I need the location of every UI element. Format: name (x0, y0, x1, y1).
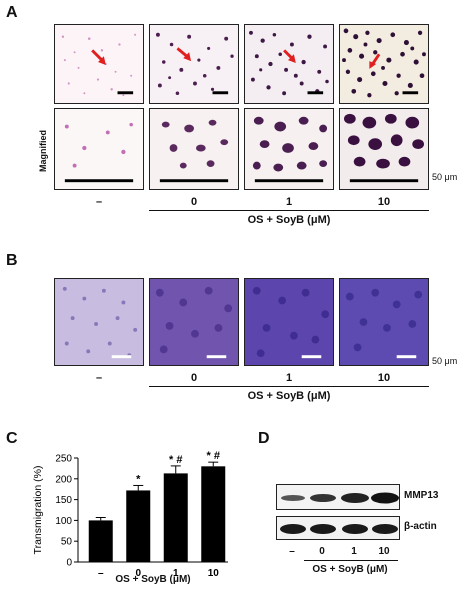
panel-d-condition-1: 1 (351, 546, 357, 557)
x-tick-label: 0 (135, 568, 141, 579)
panel-a-group-label: OS + SoyB (μM) (247, 214, 331, 226)
panel-d-letter: D (258, 430, 270, 447)
magnified-cells-graphic (64, 122, 134, 183)
transwell-membrane-graphic (245, 279, 333, 365)
panel-a-magnified-control (54, 108, 144, 190)
beta-actin-bands-graphic (280, 524, 398, 534)
beta-actin-label: β-actin (404, 521, 437, 532)
y-tick-label: 200 (55, 474, 72, 485)
panel-a-scale-label: 50 μm (432, 172, 458, 182)
mmp13-bands-graphic (281, 492, 399, 504)
transwell-membrane-graphic (340, 279, 428, 365)
bar (163, 473, 188, 562)
panel-a-magnified-1 (244, 108, 334, 190)
transmigration-bar-chart: 0 50 100 150 200 250 Transmigration (%) – 0 * 1 * #… (32, 450, 228, 579)
panel-d-condition-control: – (289, 546, 295, 557)
x-tick-label: 10 (208, 568, 220, 579)
panel-b-condition-control: – (95, 372, 103, 384)
bar (126, 490, 151, 562)
magnified-cells-graphic (159, 119, 229, 183)
panel-a-magnified-10 (339, 108, 429, 190)
panel-d-group-label: OS + SoyB (μM) (312, 564, 388, 575)
transwell-membrane-graphic (150, 279, 238, 365)
y-axis-label: Transmigration (%) (32, 466, 44, 555)
y-tick-label: 150 (55, 495, 72, 506)
bar (201, 466, 226, 562)
panel-a-magnified-0 (149, 108, 239, 190)
cells-graphic (155, 32, 234, 96)
panel-d-group-bracket (304, 560, 398, 561)
panel-b-condition-1: 1 (285, 372, 293, 384)
panel-b-group-bracket (149, 386, 429, 387)
panel-a-row-label: Magnified (36, 112, 50, 190)
bar (88, 520, 113, 562)
cells-graphic (249, 30, 329, 96)
y-tick-label: 100 (55, 516, 72, 527)
panel-a-condition-10: 10 (377, 196, 391, 208)
magnified-cells-graphic (344, 113, 424, 183)
panel-b-image-0 (149, 278, 239, 366)
panel-b-image-10 (339, 278, 429, 366)
y-tick-label: 50 (61, 537, 73, 548)
panel-c-group-label: OS + SoyB (μM) (115, 574, 191, 585)
transwell-membrane-graphic (55, 279, 143, 365)
panel-a-image-1 (244, 24, 334, 104)
significance-label: * # (169, 454, 182, 466)
panel-b-scale-label: 50 μm (432, 356, 458, 366)
panel-b-image-control (54, 278, 144, 366)
panel-a-image-0 (149, 24, 239, 104)
panel-c-letter: C (6, 430, 18, 447)
mmp13-label: MMP13 (404, 490, 439, 501)
sparse-cells-graphic (61, 33, 137, 97)
mmp13-blot (276, 484, 400, 510)
panel-a-condition-control: – (95, 196, 103, 208)
panel-d-condition-10: 10 (378, 546, 390, 557)
panel-b-image-1 (244, 278, 334, 366)
significance-label: * (136, 473, 141, 485)
magnified-cells-graphic (252, 116, 328, 183)
panel-a-letter: A (6, 4, 18, 21)
y-tick-label: 0 (66, 558, 72, 569)
panel-a-condition-1: 1 (285, 196, 293, 208)
panel-d-condition-0: 0 (319, 546, 325, 557)
panel-b-letter: B (6, 252, 18, 269)
panel-a-image-10 (339, 24, 429, 104)
panel-a-condition-0: 0 (190, 196, 198, 208)
panel-a-image-control (54, 24, 144, 104)
panel-a-group-bracket (149, 210, 429, 211)
panel-b-condition-10: 10 (377, 372, 391, 384)
magnified-label: Magnified (38, 130, 48, 172)
y-tick-label: 250 (55, 454, 72, 465)
panel-b-condition-0: 0 (190, 372, 198, 384)
dense-cells-graphic (342, 28, 426, 98)
x-tick-label: – (98, 568, 104, 579)
significance-label: * # (207, 450, 220, 462)
x-tick-label: 1 (173, 568, 179, 579)
panel-b-group-label: OS + SoyB (μM) (247, 390, 331, 402)
beta-actin-blot (276, 516, 400, 540)
